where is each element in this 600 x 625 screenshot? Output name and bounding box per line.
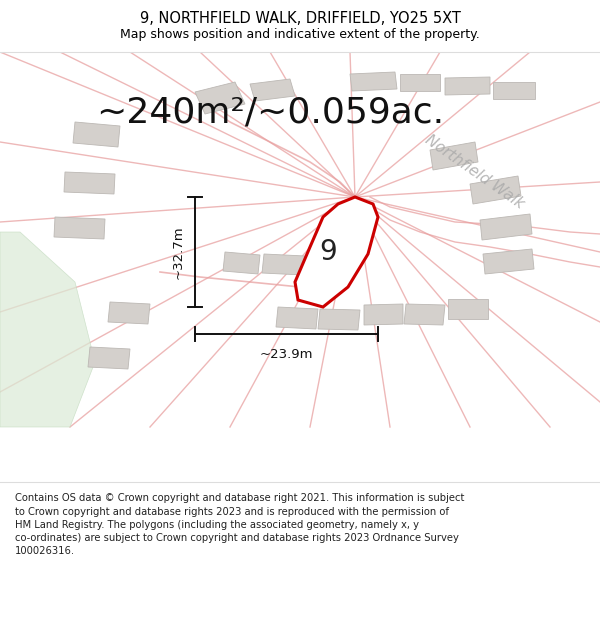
Polygon shape	[195, 82, 245, 114]
Text: 9: 9	[319, 238, 337, 266]
Polygon shape	[318, 309, 360, 330]
Polygon shape	[493, 82, 535, 99]
Polygon shape	[54, 217, 105, 239]
Text: Map shows position and indicative extent of the property.: Map shows position and indicative extent…	[120, 28, 480, 41]
Polygon shape	[295, 197, 378, 307]
Polygon shape	[430, 142, 478, 170]
Polygon shape	[73, 122, 120, 147]
Polygon shape	[470, 176, 521, 204]
Polygon shape	[404, 304, 445, 325]
Polygon shape	[250, 79, 295, 101]
Polygon shape	[306, 254, 348, 274]
Text: Contains OS data © Crown copyright and database right 2021. This information is : Contains OS data © Crown copyright and d…	[15, 494, 464, 556]
Polygon shape	[276, 307, 318, 329]
Polygon shape	[88, 347, 130, 369]
Text: ~32.7m: ~32.7m	[172, 225, 185, 279]
Polygon shape	[108, 302, 150, 324]
Polygon shape	[480, 214, 532, 240]
Polygon shape	[400, 74, 440, 91]
Polygon shape	[448, 299, 488, 319]
Polygon shape	[350, 72, 397, 91]
Text: ~240m²/~0.059ac.: ~240m²/~0.059ac.	[96, 95, 444, 129]
Text: 9, NORTHFIELD WALK, DRIFFIELD, YO25 5XT: 9, NORTHFIELD WALK, DRIFFIELD, YO25 5XT	[140, 11, 460, 26]
Polygon shape	[445, 77, 490, 95]
Polygon shape	[223, 252, 260, 274]
Polygon shape	[364, 304, 403, 325]
Polygon shape	[483, 249, 534, 274]
Text: ~23.9m: ~23.9m	[260, 348, 313, 361]
Text: Northfield Walk: Northfield Walk	[423, 132, 527, 212]
Polygon shape	[262, 254, 305, 275]
Polygon shape	[64, 172, 115, 194]
Polygon shape	[0, 232, 95, 427]
